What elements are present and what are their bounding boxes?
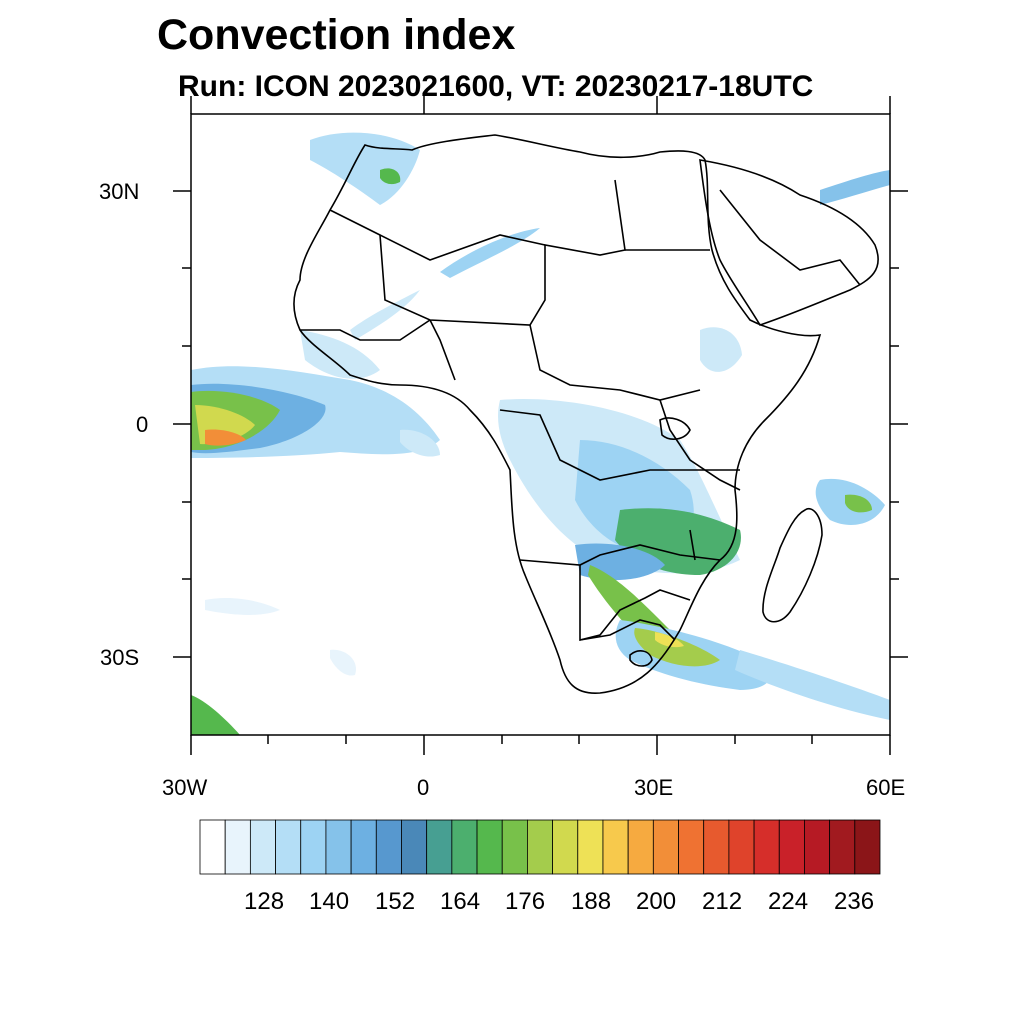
convection-area-west-africa: [300, 330, 380, 379]
colorbar-cell: [527, 819, 553, 875]
colorbar-cell: [401, 819, 428, 875]
convection-area-south-africa-yellow: [655, 632, 684, 648]
border-lake-malawi: [689, 529, 696, 561]
coastline-and-borders: [293, 134, 879, 694]
lat-label-0: 0: [136, 412, 149, 437]
colorbar-cell: [199, 819, 226, 875]
border-central-africa: [499, 409, 740, 481]
convection-area-ethiopia: [700, 327, 742, 372]
border-sahara-north: [329, 209, 546, 261]
madagascar-coastline: [762, 508, 823, 623]
border-southern-africa: [519, 544, 721, 566]
border-west-africa: [300, 319, 431, 341]
map-subtitle: Run: ICON 2023021600, VT: 20230217-18UTC: [178, 70, 814, 103]
colorbar-cell: [829, 819, 856, 875]
colorbar-label: 176: [505, 888, 546, 915]
colorbar-cell: [249, 819, 276, 875]
colorbar-cell: [300, 819, 327, 875]
colorbar-cell: [350, 819, 377, 875]
convection-area-south-atlantic-streak: [205, 598, 280, 615]
colorbar-label: 212: [702, 888, 743, 915]
colorbar-cell: [678, 819, 705, 875]
convection-area-gulf: [820, 170, 890, 205]
convection-area-southern-ocean: [735, 650, 890, 720]
border-lake-victoria: [659, 417, 691, 440]
colorbar-label: 128: [244, 888, 285, 915]
colorbar-cell: [703, 819, 730, 875]
border-east-africa: [659, 399, 741, 491]
colorbar-cell: [451, 819, 478, 875]
convection-area-morocco-core: [380, 168, 401, 185]
lat-label-30n: 30N: [99, 179, 140, 204]
lon-label-30e: 30E: [634, 775, 674, 800]
border-lesotho: [629, 650, 653, 667]
colorbar-cell: [476, 819, 503, 875]
colorbar-cell: [501, 819, 528, 875]
africa-coastline: [293, 134, 822, 694]
colorbar-label: 164: [440, 888, 481, 915]
colorbar-cell: [652, 819, 679, 875]
convection-area-madagascar-core: [845, 494, 872, 513]
colorbar-cell: [854, 819, 881, 875]
colorbar-label: 224: [768, 888, 809, 915]
colorbar-cell: [728, 819, 755, 875]
convection-area-atlantic-orange: [205, 429, 246, 446]
convection-area-south-atlantic-streak-2: [330, 649, 356, 676]
colorbar-label: 140: [309, 888, 350, 915]
colorbar-cell: [602, 819, 629, 875]
convection-area-sahara-streak: [440, 228, 540, 278]
colorbar-cell: [753, 819, 780, 875]
convection-area-sahara-streak-2: [350, 290, 420, 340]
lon-label-30w: 30W: [162, 775, 208, 800]
lon-label-60e: 60E: [866, 775, 906, 800]
colorbar: [199, 819, 881, 875]
colorbar-label: 236: [834, 888, 875, 915]
border-south-africa: [579, 619, 676, 641]
colorbar-cell: [778, 819, 805, 875]
convection-area-morocco: [310, 132, 420, 205]
colorbar-cell: [224, 819, 251, 875]
arabia-coastline: [699, 159, 879, 326]
convection-field: [191, 132, 890, 735]
colorbar-label: 152: [375, 888, 416, 915]
convection-area-southwest-corner: [191, 695, 240, 735]
convection-area-tropical-mid: [400, 429, 440, 457]
colorbar-cell: [375, 819, 402, 875]
border-arabia-interior: [719, 189, 861, 286]
colorbar-label: 188: [571, 888, 612, 915]
colorbar-cell: [804, 819, 831, 875]
colorbar-cell: [275, 819, 302, 875]
map-title: Convection index: [157, 11, 516, 59]
colorbar-cell: [426, 819, 453, 875]
colorbar-cell: [552, 819, 579, 875]
lat-label-30s: 30S: [100, 645, 140, 670]
colorbar-cell: [627, 819, 654, 875]
colorbar-cell: [325, 819, 352, 875]
map-ticks: [173, 96, 908, 755]
border-sahara-central: [379, 179, 626, 326]
colorbar-cell: [577, 819, 604, 875]
lon-label-0: 0: [417, 775, 430, 800]
colorbar-label: 200: [636, 888, 677, 915]
border-sahel: [429, 319, 701, 401]
